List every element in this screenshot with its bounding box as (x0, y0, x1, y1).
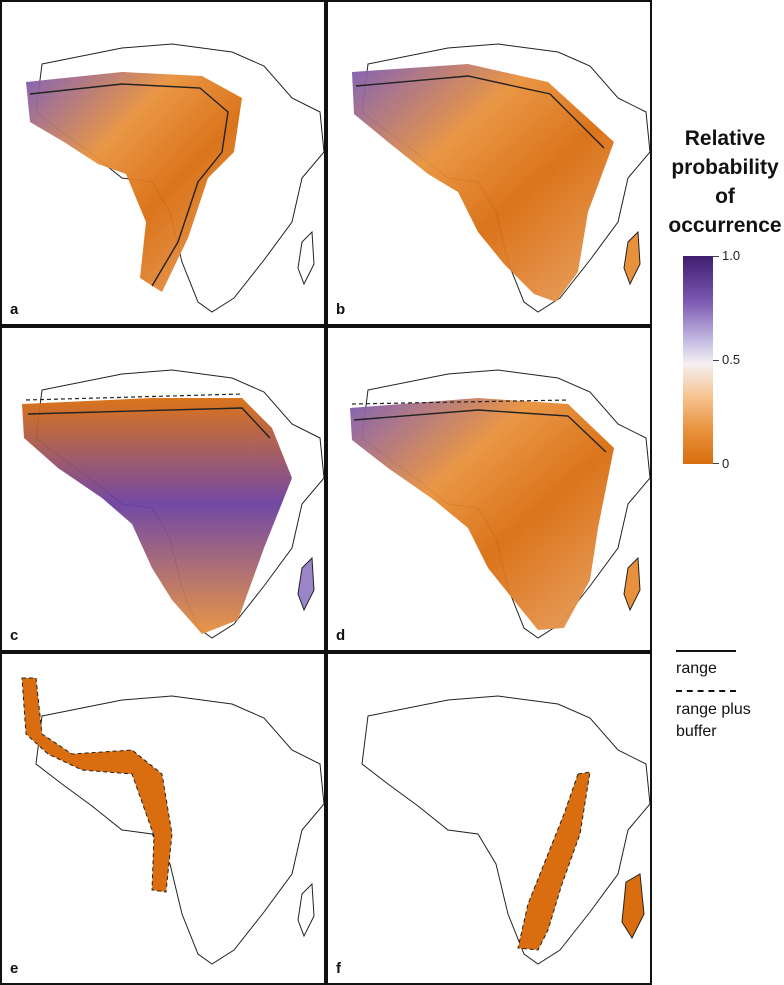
buffer-label-line: buffer (676, 723, 717, 740)
range-line (353, 409, 607, 453)
range-line-sample (676, 650, 736, 652)
map-panel-e: e (0, 652, 326, 985)
africa-outline (35, 695, 324, 965)
occurrence-area (517, 771, 591, 951)
legend-title-line: probability (671, 156, 779, 179)
tick-label-mid: 0.5 (722, 352, 741, 367)
occurrence-area (26, 72, 242, 292)
africa-map-a (26, 43, 324, 313)
range-line (27, 407, 271, 439)
tick-label-min: 0 (722, 456, 730, 471)
map-panel-f: f (326, 652, 652, 985)
panel-label: a (10, 301, 19, 318)
legend-title-line: of (715, 185, 735, 208)
occurrence-area (350, 398, 614, 630)
buffer-line-sample (676, 690, 736, 692)
africa-map-e (21, 677, 324, 965)
tick-mark-bottom (713, 463, 719, 464)
occurrence-area (21, 677, 173, 893)
panel-label: f (336, 960, 341, 977)
buffer-line (351, 399, 569, 405)
legend-title-line: Relative (684, 127, 766, 150)
panel-label: e (10, 960, 19, 977)
madagascar (623, 556, 641, 612)
map-panel-c: c (0, 326, 326, 652)
range-line (355, 75, 605, 149)
buffer-label-line: range plus (676, 701, 751, 718)
tick-mark-top (713, 256, 719, 257)
madagascar (623, 230, 641, 286)
range-label: range (676, 660, 717, 677)
buffer-label: range plus buffer (676, 699, 751, 743)
africa-map-d (350, 369, 650, 639)
map-panel-d: d (326, 326, 652, 652)
panel-label: b (336, 301, 346, 318)
africa-map-b (352, 43, 650, 313)
africa-outline (361, 695, 650, 965)
range-line (29, 83, 229, 287)
legend-title-line: occurrence (668, 214, 782, 237)
buffer-line (25, 393, 243, 401)
map-panel-a: a (0, 0, 326, 326)
madagascar (297, 882, 315, 938)
legend-title: Relative probability of occurrence (666, 124, 784, 240)
madagascar (297, 556, 315, 612)
tick-label-max: 1.0 (722, 248, 741, 263)
occurrence-area (22, 398, 292, 634)
panel-label: d (336, 627, 346, 644)
panel-label: c (10, 627, 19, 644)
madagascar (297, 230, 315, 286)
color-scale-bar (683, 256, 713, 464)
occurrence-area (352, 64, 614, 302)
tick-mark-mid (713, 360, 719, 361)
africa-map-c (22, 369, 324, 639)
map-panel-b: b (326, 0, 652, 326)
africa-map-f (361, 695, 650, 965)
madagascar (621, 873, 645, 940)
